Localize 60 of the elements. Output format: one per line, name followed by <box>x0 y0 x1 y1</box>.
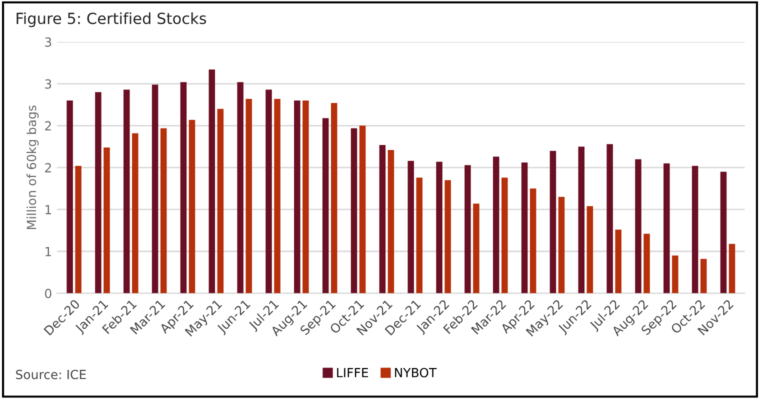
bar <box>644 234 650 294</box>
bar <box>302 100 309 294</box>
bar <box>104 147 110 294</box>
bar <box>700 258 707 294</box>
bar <box>530 188 536 294</box>
bar <box>330 103 338 294</box>
bar <box>66 100 73 294</box>
bar <box>444 180 451 294</box>
y-tick-label: 2 <box>45 121 51 130</box>
bar <box>615 230 622 294</box>
y-tick-label: 0 <box>45 288 52 298</box>
bar <box>266 90 272 294</box>
bar <box>75 166 82 294</box>
legend-label: NYBOT <box>395 368 437 378</box>
bar <box>720 172 727 294</box>
bar <box>492 156 500 294</box>
bar <box>408 160 414 294</box>
bar <box>416 178 422 294</box>
y-tick-label: 2 <box>45 163 51 172</box>
bar <box>550 150 556 294</box>
bar <box>664 163 670 294</box>
bar <box>635 159 642 294</box>
bar <box>350 128 358 294</box>
bar <box>436 162 442 294</box>
bar <box>246 98 252 294</box>
bar <box>672 256 678 294</box>
bar <box>359 126 366 294</box>
bar <box>558 196 565 294</box>
bar <box>728 244 736 294</box>
bar <box>502 178 508 294</box>
y-tick-label: 1 <box>46 205 51 214</box>
y-tick-label: 1 <box>46 247 51 256</box>
bar <box>586 206 594 294</box>
bar <box>237 82 244 294</box>
bar <box>124 90 130 294</box>
bar <box>692 166 698 294</box>
legend-label: LIFFE <box>337 368 368 378</box>
bar <box>379 144 386 294</box>
bar <box>132 133 138 294</box>
bar <box>294 100 300 294</box>
bar <box>160 128 167 294</box>
bar <box>464 165 471 294</box>
bar <box>322 118 329 294</box>
source-note: Source: ICE <box>16 370 86 380</box>
y-tick-label: 3 <box>45 37 52 47</box>
bar <box>180 82 187 294</box>
bar <box>578 146 585 294</box>
bar <box>208 70 216 294</box>
bar <box>274 98 280 294</box>
bar <box>521 162 528 294</box>
bar <box>152 84 158 294</box>
bar <box>606 144 613 294</box>
bar <box>388 150 394 294</box>
chart-title: Figure 5: Certified Stocks <box>16 12 206 28</box>
y-tick-label: 3 <box>45 79 52 89</box>
y-axis-title: Million of 60kg bags <box>26 106 39 230</box>
bar <box>188 120 196 294</box>
bar <box>95 92 102 294</box>
bar <box>217 108 224 294</box>
bar <box>473 204 480 294</box>
